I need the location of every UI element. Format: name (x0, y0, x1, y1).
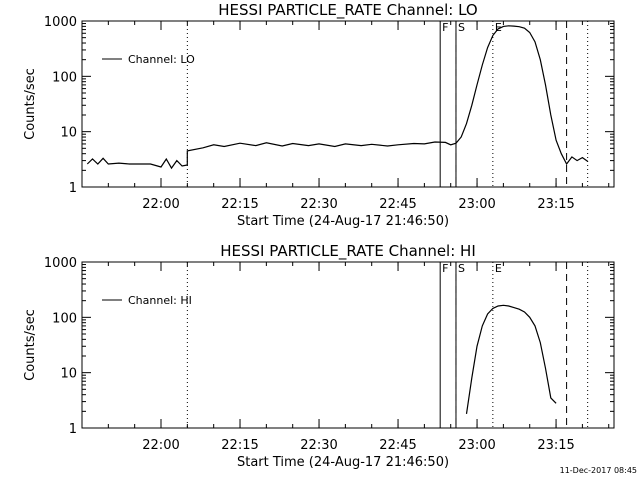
x-tick-label: 23:15 (537, 438, 574, 453)
y-tick-label: 1000 (44, 15, 77, 30)
flag-label: F (442, 21, 448, 34)
x-tick-label: 22:15 (221, 197, 258, 212)
legend-label: Channel: HI (128, 294, 192, 307)
x-axis-label: Start Time (24-Aug-17 21:46:50) (237, 214, 449, 229)
x-axis-label: Start Time (24-Aug-17 21:46:50) (237, 455, 449, 470)
x-tick-label: 22:00 (142, 438, 179, 453)
x-tick-label: 22:45 (379, 438, 416, 453)
y-tick-label: 1 (69, 181, 77, 196)
y-tick-label: 1000 (44, 256, 77, 271)
flag-label: F (442, 262, 448, 275)
flag-label: E (495, 262, 502, 275)
x-tick-label: 22:30 (300, 197, 337, 212)
chart-title: HESSI PARTICLE_RATE Channel: HI (220, 242, 476, 261)
x-tick-label: 22:00 (142, 197, 179, 212)
y-axis-label: Counts/sec (23, 68, 38, 140)
y-tick-label: 10 (60, 126, 77, 141)
x-tick-label: 23:00 (458, 438, 495, 453)
generation-timestamp: 11-Dec-2017 08:45 (560, 466, 637, 475)
x-tick-label: 22:15 (221, 438, 258, 453)
y-tick-label: 100 (52, 311, 77, 326)
chart-title: HESSI PARTICLE_RATE Channel: LO (218, 1, 477, 20)
plot-frame (81, 20, 615, 188)
y-axis-label: Counts/sec (23, 309, 38, 381)
flag-label: E (495, 21, 502, 34)
plot-frame (81, 261, 615, 429)
x-tick-label: 22:30 (300, 438, 337, 453)
y-tick-label: 10 (60, 367, 77, 382)
y-tick-label: 100 (52, 70, 77, 85)
chart-panel-hi: HESSI PARTICLE_RATE Channel: HI Start Ti… (23, 242, 615, 470)
x-tick-label: 23:15 (537, 197, 574, 212)
series-line (86, 25, 589, 170)
legend-label: Channel: LO (128, 53, 195, 66)
chart-panel-lo: HESSI PARTICLE_RATE Channel: LO Start Ti… (23, 1, 615, 229)
x-tick-label: 23:00 (458, 197, 495, 212)
x-tick-label: 22:45 (379, 197, 416, 212)
y-tick-label: 1 (69, 422, 77, 437)
flag-label: S (458, 21, 465, 34)
flag-label: S (458, 262, 465, 275)
series-line (465, 304, 557, 414)
